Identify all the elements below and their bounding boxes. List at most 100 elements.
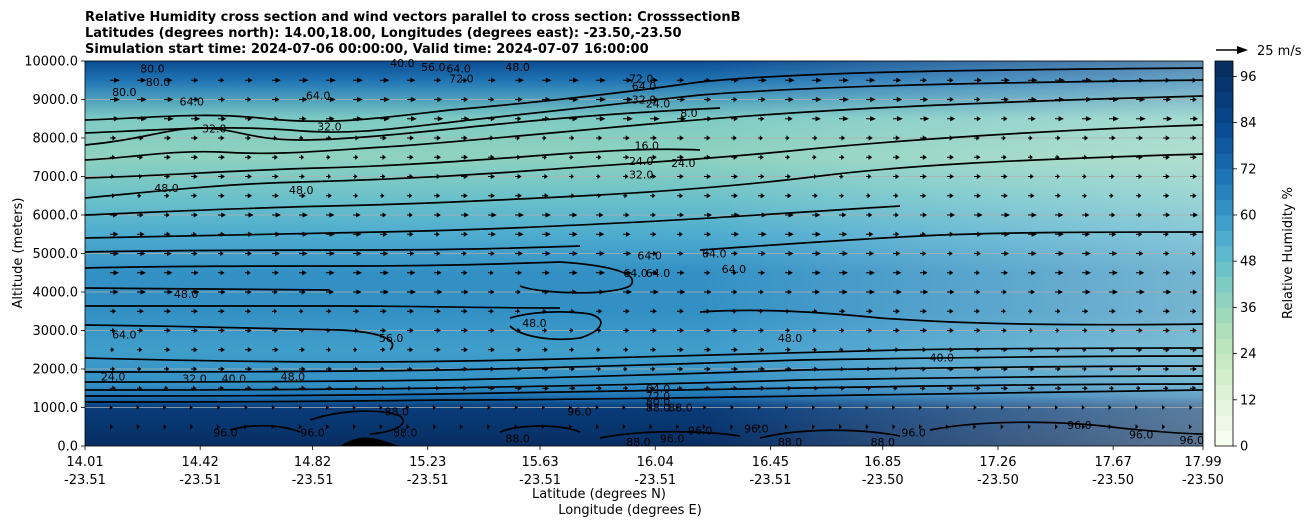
wind-arrow-head: [274, 173, 279, 180]
wind-arrow-head: [328, 347, 332, 353]
colorbar-swatch: [1215, 399, 1233, 416]
wind-arrow-head: [490, 193, 495, 199]
wind-arrow-head: [761, 77, 767, 83]
wind-arrow-head: [436, 308, 441, 314]
wind-arrow-head: [869, 250, 875, 257]
wind-vectors: [109, 77, 1199, 430]
wind-arrow-head: [193, 366, 198, 372]
x-tick-label-lat: 14.42: [182, 455, 219, 470]
x-tick-label-lat: 17.67: [1095, 455, 1132, 470]
wind-arrow-head: [409, 347, 414, 353]
wind-arrow-head: [463, 366, 468, 372]
wind-arrow-head: [1029, 154, 1033, 160]
wind-arrow-head: [1111, 212, 1116, 218]
contour-label: 96.0: [688, 425, 713, 438]
wind-arrow-head: [730, 404, 734, 411]
wind-arrow-head: [220, 327, 225, 334]
wind-arrow-head: [193, 212, 198, 218]
x-tick-label-lon: -23.50: [977, 473, 1019, 488]
wind-arrow-head: [517, 116, 522, 122]
colorbar-tick-label: 12: [1240, 393, 1257, 408]
wind-arrow-head: [1165, 193, 1170, 199]
wind-arrow-head: [516, 308, 520, 314]
wind-arrow-head: [436, 173, 441, 180]
wind-arrow-head: [382, 308, 387, 314]
wind-arrow-head: [868, 347, 872, 353]
wind-arrow-head: [352, 424, 356, 430]
wind-arrow-head: [973, 404, 977, 411]
wind-arrow-head: [1057, 135, 1061, 141]
wind-arrow-head: [922, 212, 927, 218]
wind-arrow-head: [113, 116, 120, 122]
wind-arrow-head: [976, 250, 981, 257]
wind-arrow-head: [140, 116, 147, 122]
wind-arrow-head: [463, 96, 469, 103]
wind-arrow-head: [1027, 424, 1031, 430]
y-tick-label: 4000.0: [33, 286, 79, 301]
wind-arrow-head: [166, 327, 171, 334]
wind-arrow-head: [517, 173, 522, 180]
wind-arrow-head: [1003, 366, 1008, 372]
wind-arrow-head: [112, 327, 116, 334]
wind-arrow-head: [410, 250, 415, 257]
wind-arrow-head: [922, 173, 927, 180]
wind-arrow-head: [409, 154, 414, 160]
contour-label: 64.0: [446, 63, 471, 76]
x-axis-label-longitude: Longitude (degrees E): [558, 503, 702, 518]
wind-arrow-head: [1003, 385, 1008, 391]
wind-arrow-head: [760, 270, 765, 276]
wind-arrow-head: [383, 116, 390, 122]
wind-arrow-head: [463, 250, 467, 257]
wind-arrow-head: [1192, 289, 1198, 295]
wind-arrow-head: [328, 385, 333, 391]
wind-arrow-head: [247, 270, 251, 276]
wind-arrow-head: [976, 347, 981, 353]
wind-arrow-head: [1085, 270, 1091, 276]
x-tick-label-lon: -23.51: [634, 473, 676, 488]
colorbar-swatch: [1215, 276, 1233, 293]
wind-arrow-head: [815, 270, 821, 276]
x-tick-label-lon: -23.51: [519, 473, 561, 488]
wind-arrow-head: [784, 404, 788, 411]
wind-arrow-head: [112, 366, 116, 372]
contour-line: [85, 355, 1203, 373]
wind-arrow-head: [490, 250, 495, 257]
wind-arrow-head: [356, 289, 362, 295]
contour-line: [85, 79, 1203, 134]
wind-arrow-head: [247, 135, 251, 141]
wind-arrow-head: [624, 366, 628, 372]
wind-arrow-head: [1058, 270, 1064, 276]
wind-arrow-head: [113, 231, 119, 237]
colorbar-swatch: [1215, 168, 1233, 185]
wind-arrow-head: [811, 424, 815, 430]
wind-arrow-head: [1004, 212, 1010, 218]
colorbar-tick-label: 48: [1240, 255, 1257, 270]
wind-arrow-head: [680, 96, 686, 103]
wind-arrow-head: [787, 366, 792, 372]
wind-arrow-head: [1165, 135, 1170, 141]
wind-arrow-head: [433, 424, 437, 430]
wind-arrow-head: [1031, 116, 1036, 122]
wind-arrow-head: [298, 404, 302, 411]
wind-arrow-head: [1112, 96, 1119, 103]
x-tick-label-lat: 17.26: [979, 455, 1016, 470]
contour-label: 80.0: [646, 396, 671, 409]
contour-label: 88.0: [385, 405, 410, 418]
wind-arrow-head: [977, 77, 982, 83]
chart-title: Relative Humidity cross section and wind…: [85, 10, 741, 57]
wind-arrow-head: [945, 424, 949, 430]
wind-arrow-head: [193, 327, 198, 334]
wind-arrow-head: [406, 424, 410, 430]
wind-arrow-head: [653, 96, 660, 103]
wind-arrow-head: [1108, 404, 1112, 411]
contour-label: 88.0: [393, 427, 418, 440]
wind-arrow-head: [487, 404, 491, 411]
wind-arrow-head: [1166, 116, 1173, 122]
wind-arrow-head: [572, 231, 578, 237]
wind-arrow-head: [409, 173, 414, 180]
wind-arrow-head: [275, 96, 280, 103]
wind-arrow-head: [1083, 173, 1087, 180]
x-tick-label-lat: 17.99: [1184, 455, 1221, 470]
wind-arrow-head: [463, 327, 468, 334]
wind-arrow-head: [1192, 308, 1197, 314]
